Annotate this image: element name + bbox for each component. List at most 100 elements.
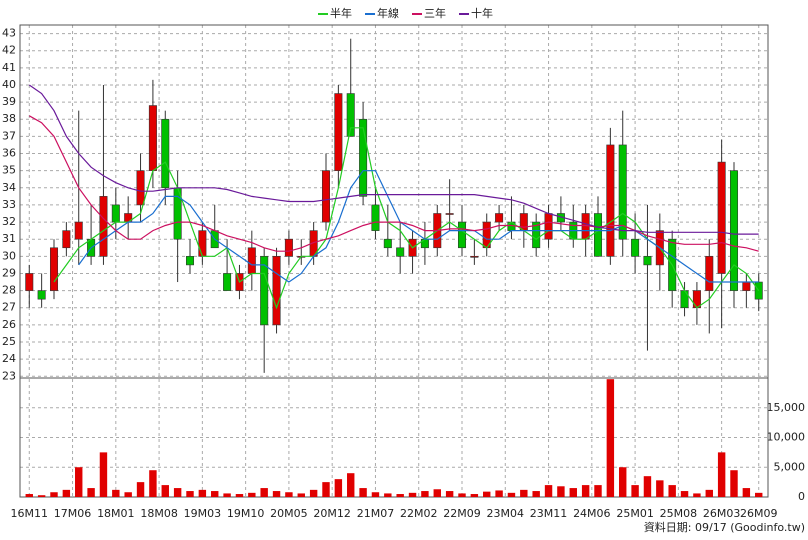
volume-bar bbox=[25, 494, 33, 497]
volume-bar bbox=[384, 493, 392, 497]
x-tick-label: 25M08 bbox=[660, 507, 698, 520]
x-tick-label: 18M01 bbox=[97, 507, 135, 520]
candle-body bbox=[457, 221, 467, 249]
volume-bar bbox=[309, 489, 318, 497]
x-tick-label: 24M06 bbox=[573, 507, 611, 520]
candle-body bbox=[383, 238, 392, 249]
x-tick-label: 19M10 bbox=[227, 507, 265, 520]
candle-body bbox=[631, 238, 640, 257]
candle-body bbox=[198, 230, 207, 257]
volume-bar bbox=[507, 492, 516, 497]
volume-bar bbox=[136, 482, 145, 497]
x-tick-label: 22M02 bbox=[400, 507, 438, 520]
candle-body bbox=[643, 256, 652, 266]
candle-body bbox=[680, 290, 689, 309]
volume-bar bbox=[470, 494, 479, 497]
y-tick-label: 40 bbox=[2, 78, 16, 91]
volume-bar bbox=[198, 489, 207, 497]
x-tick-label: 17M06 bbox=[54, 507, 92, 520]
volume-bar bbox=[668, 485, 676, 497]
y-tick-label: 27 bbox=[2, 301, 16, 314]
volume-bar bbox=[755, 492, 763, 497]
candle-body bbox=[74, 221, 83, 240]
volume-bar bbox=[112, 489, 120, 497]
volume-bar bbox=[347, 473, 355, 497]
y-tick-label: 31 bbox=[2, 232, 16, 245]
ma-line bbox=[28, 84, 759, 235]
volume-bar bbox=[569, 488, 577, 497]
volume-bar bbox=[285, 492, 293, 497]
y-tick-label: 24 bbox=[2, 352, 16, 365]
volume-bar bbox=[371, 492, 380, 497]
volume-bar bbox=[717, 452, 726, 497]
volume-bar bbox=[433, 489, 441, 497]
x-tick-label: 20M05 bbox=[270, 507, 308, 520]
y-tick-label: 32 bbox=[2, 215, 16, 228]
volume-bar bbox=[334, 479, 343, 497]
candle-body bbox=[272, 256, 281, 326]
candle-body bbox=[136, 170, 145, 206]
candle-body bbox=[161, 118, 170, 189]
candle-body bbox=[37, 290, 46, 300]
y-tick-label: 23 bbox=[2, 369, 16, 382]
x-tick-label: 26M09 bbox=[740, 507, 778, 520]
volume-bar bbox=[730, 470, 738, 497]
volume-bar bbox=[272, 491, 281, 497]
volume-bar bbox=[161, 485, 169, 497]
y-tick-label: 28 bbox=[2, 284, 16, 297]
candle-body bbox=[49, 247, 59, 291]
volume-bar bbox=[656, 480, 664, 497]
candle-body bbox=[148, 105, 157, 171]
candle-body bbox=[754, 281, 763, 300]
volume-panel-frame bbox=[19, 377, 769, 498]
volume-bar bbox=[693, 493, 701, 497]
ma-line bbox=[78, 170, 759, 283]
volume-bar bbox=[37, 495, 46, 497]
candle-body bbox=[470, 256, 479, 258]
candle-body bbox=[495, 213, 504, 223]
volume-bar bbox=[544, 485, 553, 497]
y-tick-label: 35 bbox=[2, 164, 16, 177]
volume-bar bbox=[643, 476, 652, 497]
x-tick-label: 21M07 bbox=[357, 507, 395, 520]
volume-bar bbox=[705, 489, 713, 497]
volume-bar bbox=[557, 486, 565, 497]
x-tick-label: 20M12 bbox=[313, 507, 351, 520]
candle-body bbox=[606, 144, 615, 257]
x-tick-label: 23M04 bbox=[487, 507, 525, 520]
volume-bar bbox=[322, 482, 330, 497]
candle-body bbox=[519, 213, 528, 231]
volume-bar bbox=[619, 467, 627, 497]
y2-tick-label: 15,000 bbox=[767, 401, 806, 414]
volume-bar bbox=[445, 491, 454, 497]
volume-bar bbox=[483, 491, 491, 497]
legend: 半年 年線 三年 十年 bbox=[318, 6, 493, 20]
volume-bar bbox=[62, 489, 71, 497]
candle-body bbox=[618, 144, 627, 240]
candle-body bbox=[544, 213, 553, 240]
y-tick-label: 41 bbox=[2, 61, 16, 74]
volume-bar bbox=[532, 491, 540, 497]
volume-bar bbox=[297, 493, 305, 497]
candle-body bbox=[593, 213, 603, 257]
y2-tick-label: 10,000 bbox=[767, 431, 806, 444]
volume-bar bbox=[421, 491, 429, 497]
y-tick-label: 37 bbox=[2, 129, 16, 142]
legend-label: 十年 bbox=[471, 6, 493, 20]
candle-body bbox=[260, 256, 269, 326]
volume-bar bbox=[606, 379, 615, 497]
x-tick-label: 26M03 bbox=[703, 507, 741, 520]
volume-bar bbox=[458, 493, 466, 497]
candle-body bbox=[371, 204, 380, 231]
volume-bar bbox=[87, 488, 95, 497]
volume-bar bbox=[50, 492, 58, 497]
x-tick-label: 25M01 bbox=[616, 507, 654, 520]
footer: 資料日期: 09/17 (Goodinfo.tw) bbox=[644, 520, 805, 534]
candle-body bbox=[692, 290, 701, 309]
ma-line bbox=[53, 127, 760, 310]
candle-body bbox=[223, 273, 232, 291]
volume-bar bbox=[408, 492, 417, 497]
volume-bar bbox=[396, 494, 404, 497]
candle-body bbox=[321, 170, 331, 223]
